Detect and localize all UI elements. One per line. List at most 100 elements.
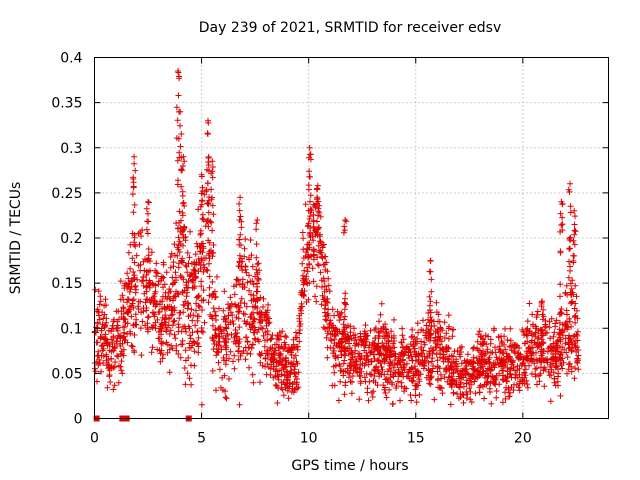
data-point (238, 255, 245, 262)
y-tick-label: 0.3 (60, 141, 82, 157)
data-point (434, 377, 441, 384)
data-point (564, 354, 571, 361)
data-point (567, 237, 574, 244)
data-point (260, 332, 267, 339)
data-point (397, 359, 403, 366)
data-point (178, 131, 185, 137)
data-point (505, 355, 512, 362)
data-point (132, 289, 139, 296)
data-point (497, 347, 504, 354)
data-point (526, 300, 533, 307)
data-point (257, 379, 263, 386)
data-point (314, 182, 321, 189)
data-point (408, 377, 415, 384)
data-point (382, 321, 389, 328)
data-point (478, 364, 485, 371)
data-point (552, 353, 559, 360)
data-point (212, 312, 219, 319)
data-point (340, 372, 347, 379)
data-point (227, 294, 234, 301)
data-point (165, 289, 172, 296)
data-point (205, 162, 212, 168)
data-point (341, 357, 348, 364)
data-point (306, 260, 313, 267)
data-point (188, 362, 194, 369)
data-point (250, 379, 257, 386)
data-point (490, 359, 497, 366)
data-point (182, 298, 189, 305)
data-point (229, 312, 236, 318)
data-point (508, 365, 514, 372)
data-point (242, 311, 248, 318)
data-point (398, 371, 405, 378)
data-point (348, 351, 355, 358)
data-point (550, 369, 557, 376)
data-point (243, 303, 250, 310)
data-point (254, 283, 261, 290)
data-point (192, 273, 199, 280)
data-point (575, 366, 582, 373)
data-point (236, 308, 243, 315)
data-point (364, 353, 371, 360)
data-point (110, 325, 117, 332)
data-point (418, 346, 425, 352)
data-point (130, 304, 137, 311)
x-axis-label: GPS time / hours (291, 458, 408, 474)
data-point (120, 304, 127, 311)
data-point (319, 254, 326, 261)
data-point (211, 308, 218, 315)
data-point (310, 278, 317, 285)
data-point (377, 360, 384, 367)
data-point (508, 374, 515, 381)
data-point (144, 326, 151, 333)
data-point (183, 279, 190, 286)
data-point (129, 277, 136, 284)
data-point (527, 328, 533, 335)
data-point (199, 307, 205, 313)
data-point (469, 359, 476, 366)
data-point (405, 349, 412, 356)
data-point (356, 396, 363, 403)
data-point (168, 250, 175, 257)
data-point (429, 368, 436, 375)
data-point (139, 318, 146, 325)
data-point (179, 209, 186, 216)
data-point (574, 328, 581, 335)
data-point (451, 348, 458, 355)
data-point (559, 332, 566, 339)
data-point (140, 308, 147, 315)
data-point (546, 372, 553, 379)
data-point (427, 257, 434, 264)
data-point (468, 399, 475, 406)
data-point (92, 286, 99, 293)
data-point (205, 216, 212, 223)
data-point (131, 153, 138, 160)
data-point (250, 281, 257, 288)
x-tick-label: 10 (300, 431, 318, 447)
data-point (428, 276, 435, 283)
data-point (395, 378, 401, 385)
data-point (557, 351, 564, 358)
data-point (135, 262, 142, 269)
data-point (145, 199, 152, 206)
data-point (94, 319, 101, 326)
data-point (539, 316, 546, 323)
data-point (457, 381, 464, 387)
data-point (296, 338, 303, 345)
data-point (310, 223, 317, 230)
data-point (570, 237, 577, 244)
data-point (210, 211, 217, 218)
data-point (172, 269, 179, 276)
data-point (360, 342, 367, 349)
data-point (511, 349, 518, 356)
data-point (278, 371, 285, 378)
data-point (236, 324, 243, 331)
data-point (467, 388, 474, 395)
data-point (157, 358, 164, 365)
data-point (216, 305, 222, 312)
data-point (128, 342, 135, 349)
data-point (302, 201, 309, 208)
data-point (95, 288, 102, 295)
data-point (177, 122, 183, 129)
